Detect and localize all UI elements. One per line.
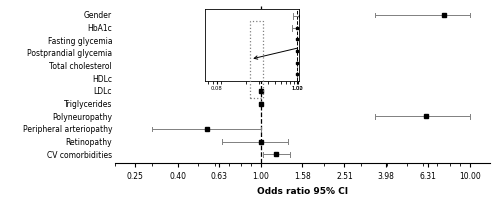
X-axis label: Odds ratio 95% CI: Odds ratio 95% CI xyxy=(257,187,348,196)
